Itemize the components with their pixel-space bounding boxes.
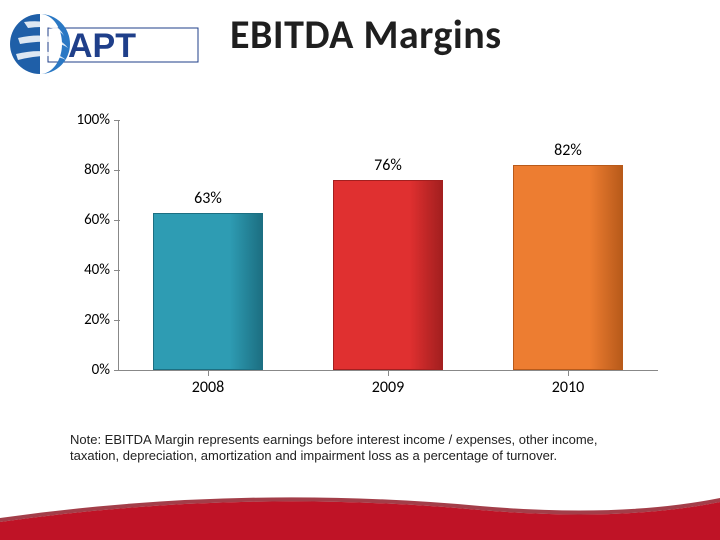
footnote: Note: EBITDA Margin represents earnings … — [70, 432, 650, 465]
x-tick-mark — [568, 370, 569, 376]
x-tick-label: 2008 — [168, 378, 248, 397]
svg-text:APT: APT — [68, 27, 136, 65]
y-tick-label: 100% — [60, 111, 110, 129]
decorative-swoosh — [0, 480, 720, 540]
y-tick-mark — [114, 220, 120, 221]
y-tick-mark — [114, 370, 120, 371]
slide: APT EBITDA Margins 63% 76% 82% 0% 20% 40% 60%… — [0, 0, 720, 540]
x-tick-mark — [208, 370, 209, 376]
y-tick-mark — [114, 320, 120, 321]
x-tick-mark — [388, 370, 389, 376]
plot-area: 63% 76% 82% — [118, 120, 658, 370]
y-tick-label: 0% — [60, 361, 110, 379]
bar: 63% — [153, 213, 263, 371]
y-tick-label: 40% — [60, 261, 110, 279]
ebitda-margin-chart: 63%76%82% 0%20%40%60%80%100% 20082009201… — [60, 120, 660, 410]
y-tick-mark — [114, 120, 120, 121]
bar: 76% — [333, 180, 443, 370]
bar-value-label: 63% — [153, 189, 263, 208]
y-tick-mark — [114, 170, 120, 171]
x-tick-label: 2010 — [528, 378, 608, 397]
y-tick-label: 20% — [60, 311, 110, 329]
x-tick-label: 2009 — [348, 378, 428, 397]
bar-value-label: 82% — [513, 141, 623, 160]
bar-fill — [333, 180, 443, 370]
bar: 82% — [513, 165, 623, 370]
bar-value-label: 76% — [333, 156, 443, 175]
page-title: EBITDA Margins — [230, 10, 502, 59]
y-tick-label: 80% — [60, 161, 110, 179]
chart-area: 63%76%82% 0%20%40%60%80%100% 20082009201… — [60, 120, 660, 410]
y-tick-mark — [114, 270, 120, 271]
y-tick-label: 60% — [60, 211, 110, 229]
bar-fill — [153, 213, 263, 371]
company-logo: APT — [10, 10, 200, 78]
bar-fill — [513, 165, 623, 370]
